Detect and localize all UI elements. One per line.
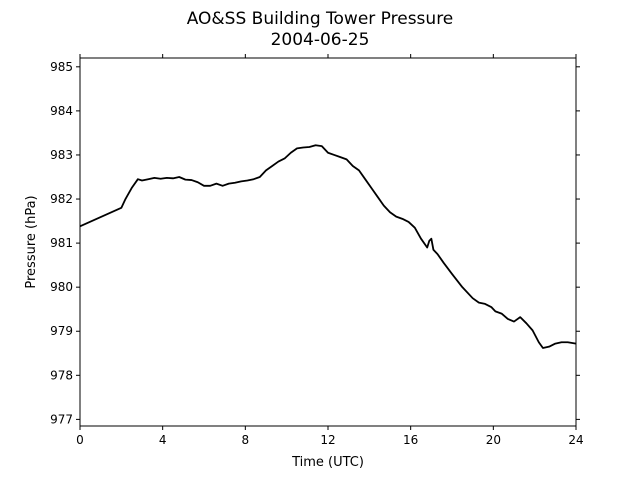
x-tick-label: 0 [76,433,84,447]
y-tick-label: 982 [50,192,73,206]
plot-frame [79,57,577,427]
x-tick-label: 8 [242,433,250,447]
y-tick-label: 983 [50,148,73,162]
y-tick-label: 981 [50,236,73,250]
x-tick-label: 16 [403,433,418,447]
series-line [79,144,577,349]
x-tick-label: 12 [320,433,335,447]
axis-ticks: 0 4 8 12 16 20 24 977 978 979 980 981 982 983 984 985 [50,54,584,447]
x-axis-label: Time (UTC) [291,455,364,470]
chart-subtitle: 2004-06-25 [271,30,370,50]
x-tick-label: 24 [568,433,583,447]
y-tick-label: 985 [50,60,73,74]
y-tick-label: 978 [50,368,73,382]
y-tick-label: 980 [50,280,73,294]
y-tick-label: 977 [50,412,73,426]
x-tick-label: 4 [159,433,167,447]
y-axis-label: Pressure (hPa) [24,195,39,288]
x-tick-label: 20 [486,433,501,447]
y-tick-label: 984 [50,104,73,118]
y-tick-label: 979 [50,324,73,338]
chart-title: AO&SS Building Tower Pressure [187,9,454,29]
